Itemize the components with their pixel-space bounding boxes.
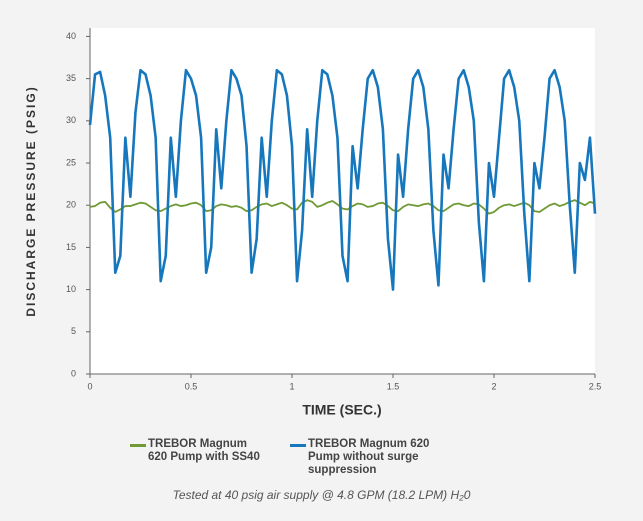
legend-item: TREBOR Magnum 620 Pump with SS40: [130, 438, 260, 464]
x-tick-label: 0.5: [185, 381, 198, 391]
y-axis-title: DISCHARGE PRESSURE (PSIG): [24, 85, 38, 316]
y-tick-label: 40: [66, 31, 76, 41]
x-tick-label: 0: [87, 381, 92, 391]
series-line: [88, 68, 597, 291]
legend-label: TREBOR Magnum 620 Pump with SS40: [148, 438, 260, 463]
legend-swatch: [130, 444, 146, 447]
legend-swatch: [290, 444, 306, 447]
y-tick-label: 20: [66, 200, 76, 210]
y-tick-label: 5: [71, 326, 76, 336]
footnote: Tested at 40 psig air supply @ 4.8 GPM (…: [172, 488, 471, 502]
x-axis-title: TIME (SEC.): [302, 402, 381, 418]
y-tick-label: 15: [66, 242, 76, 252]
series-line: [89, 199, 596, 215]
y-tick-label: 10: [66, 284, 76, 294]
y-tick-label: 0: [71, 368, 76, 378]
plot-area: [90, 28, 595, 374]
legend-item: TREBOR Magnum 620 Pump without surge sup…: [290, 438, 450, 477]
y-tick-label: 35: [66, 73, 76, 83]
x-tick-label: 1: [289, 381, 294, 391]
x-tick-label: 2: [491, 381, 496, 391]
x-tick-label: 1.5: [387, 381, 400, 391]
legend-label: TREBOR Magnum 620 Pump without surge sup…: [308, 438, 430, 476]
y-tick-label: 30: [66, 115, 76, 125]
x-tick-label: 2.5: [589, 381, 602, 391]
y-tick-label: 25: [66, 157, 76, 167]
